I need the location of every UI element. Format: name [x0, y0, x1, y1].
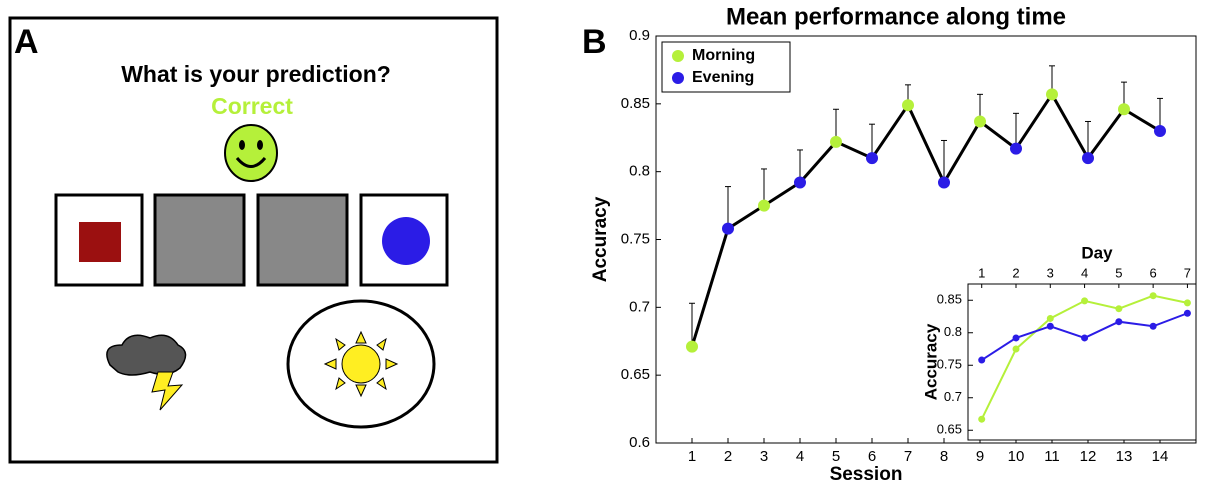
marker — [1154, 124, 1166, 137]
storm-icon — [106, 334, 187, 411]
y-axis-label: Accuracy — [921, 323, 940, 400]
marker — [978, 415, 986, 423]
y-tick-label: 0.65 — [621, 366, 650, 383]
panel-label: B — [582, 23, 607, 61]
y-tick-label: 0.9 — [629, 27, 650, 44]
x-tick-label: 6 — [868, 448, 876, 465]
x-tick-label: 3 — [760, 448, 768, 465]
y-tick-label: 0.7 — [629, 298, 650, 315]
feedback: Correct — [211, 93, 293, 119]
y-tick-label: 0.85 — [937, 292, 962, 307]
x-tick-label: 14 — [1152, 448, 1169, 465]
x-tick-label: 2 — [724, 448, 732, 465]
marker — [722, 222, 734, 235]
session-line — [690, 91, 1161, 348]
question: What is your prediction? — [121, 61, 391, 87]
panel-label: A — [14, 23, 39, 61]
x-axis-label: Session — [830, 464, 903, 485]
x-tick-label: 3 — [1047, 265, 1054, 280]
marker — [1081, 297, 1089, 305]
marker — [1115, 318, 1123, 326]
marker — [1012, 345, 1020, 353]
marker — [830, 135, 842, 148]
legend-label: Morning — [692, 47, 755, 64]
x-tick-label: 2 — [1012, 265, 1019, 280]
sun-choice — [286, 299, 436, 429]
marker — [1012, 334, 1020, 342]
stimulus-boxes — [54, 193, 449, 287]
marker — [1183, 299, 1191, 307]
x-tick-label: 4 — [1081, 265, 1088, 280]
inset-frame — [967, 283, 1197, 441]
y-tick-label: 0.8 — [944, 324, 962, 339]
x-tick-label: 1 — [978, 265, 985, 280]
x-tick-label: 12 — [1080, 448, 1097, 465]
x-tick-label: 13 — [1116, 448, 1133, 465]
marker — [758, 199, 770, 212]
marker — [1046, 322, 1054, 330]
marker — [1118, 103, 1130, 116]
marker — [794, 176, 806, 189]
legend-marker — [672, 72, 684, 84]
x-tick-label: 11 — [1044, 448, 1060, 465]
marker — [1082, 152, 1094, 165]
chart-title: Mean performance along time — [726, 3, 1066, 30]
x-tick-label: 4 — [796, 448, 804, 465]
marker — [1046, 88, 1058, 101]
y-tick-label: 0.6 — [629, 434, 650, 451]
marker — [1046, 314, 1054, 322]
marker — [1183, 309, 1191, 317]
smiley — [224, 124, 278, 182]
panel-a-frame — [8, 16, 499, 464]
x-tick-label: 9 — [976, 448, 984, 465]
x-tick-label: 10 — [1008, 448, 1025, 465]
marker — [1081, 334, 1089, 342]
y-tick-label: 0.8 — [629, 163, 650, 180]
y-axis-label: Accuracy — [590, 196, 611, 282]
y-tick-label: 0.65 — [937, 422, 962, 437]
x-tick-label: 7 — [1184, 265, 1191, 280]
x-tick-label: 5 — [1115, 265, 1122, 280]
marker — [902, 99, 914, 112]
marker — [866, 152, 878, 165]
y-tick-label: 0.85 — [621, 95, 650, 112]
x-tick-label: 1 — [688, 448, 696, 465]
legend-box — [661, 41, 791, 93]
marker — [1149, 292, 1157, 300]
marker — [1010, 142, 1022, 155]
marker — [974, 115, 986, 128]
legend-marker — [672, 50, 684, 62]
marker — [686, 340, 698, 353]
marker — [978, 356, 986, 364]
x-axis-label: Day — [1081, 243, 1113, 262]
x-tick-label: 8 — [940, 448, 948, 465]
x-tick-label: 7 — [904, 448, 912, 465]
marker — [1115, 305, 1123, 313]
marker — [1149, 322, 1157, 330]
y-tick-label: 0.75 — [621, 230, 650, 247]
x-tick-label: 5 — [832, 448, 840, 465]
x-tick-label: 6 — [1150, 265, 1157, 280]
legend-label: Evening — [692, 69, 754, 86]
y-tick-label: 0.7 — [944, 389, 962, 404]
marker — [938, 176, 950, 189]
y-tick-label: 0.75 — [937, 357, 962, 372]
